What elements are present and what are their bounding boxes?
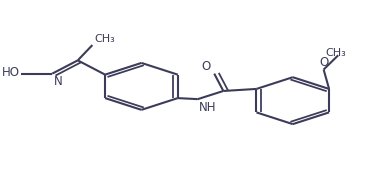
Text: NH: NH — [199, 101, 216, 114]
Text: CH₃: CH₃ — [94, 34, 115, 44]
Text: HO: HO — [2, 66, 19, 79]
Text: O: O — [319, 56, 328, 68]
Text: O: O — [201, 60, 211, 73]
Text: N: N — [54, 75, 63, 88]
Text: CH₃: CH₃ — [325, 48, 346, 58]
